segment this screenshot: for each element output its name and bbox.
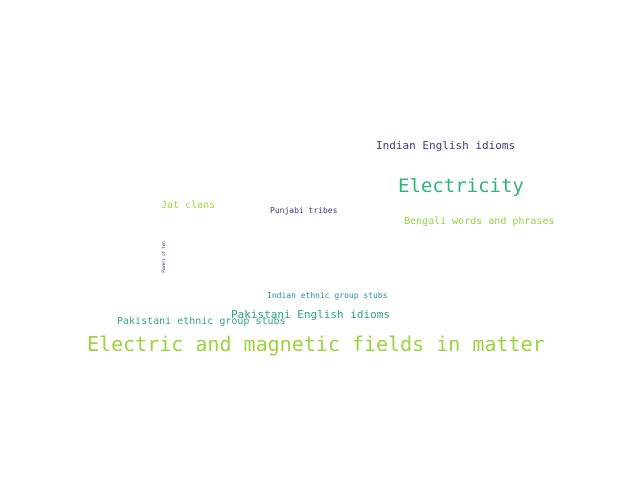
word-indian-english-idioms: Indian English idioms — [376, 139, 516, 152]
word-bengali-words-phrases: Bengali words and phrases — [404, 216, 555, 227]
word-punjabi-tribes: Punjabi tribes — [270, 206, 338, 215]
word-pakistani-ethnic-stubs: Pakistani ethnic group stubs — [117, 316, 286, 327]
word-indian-ethnic-stubs: Indian ethnic group stubs — [267, 291, 388, 300]
word-electricity: Electricity — [398, 175, 524, 197]
word-electric-magnetic-fields: Electric and magnetic fields in matter — [87, 332, 545, 356]
word-pakistani-english-idioms: Pakistani English idioms — [231, 308, 390, 321]
word-vertical-small: Powers of ten — [161, 241, 166, 273]
word-jat-clans: Jat clans — [161, 200, 216, 211]
